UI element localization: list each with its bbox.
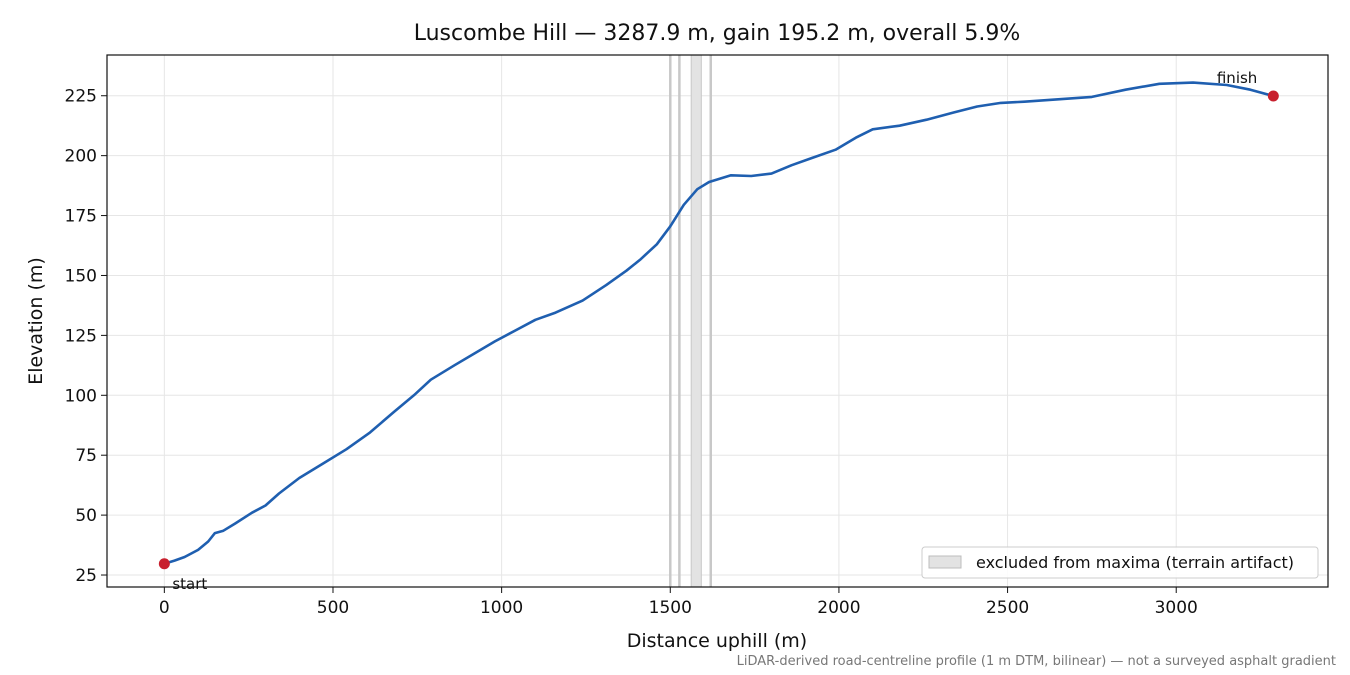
series-layer [163, 81, 1274, 566]
y-tick-label: 125 [65, 326, 97, 346]
excluded-band [690, 54, 702, 588]
x-tick-label: 1500 [649, 598, 692, 618]
axis-ticks: 0 500 1000 1500 2000 2500 3000 25 50 75 100 125 150 1… [65, 87, 1198, 618]
y-tick-label: 175 [65, 207, 97, 227]
x-tick-label: 2000 [817, 598, 860, 618]
x-tick-label: 0 [159, 598, 170, 618]
legend-swatch [928, 555, 962, 569]
grid [107, 55, 1328, 587]
x-tick-label: 1000 [480, 598, 523, 618]
y-tick-label: 50 [75, 506, 97, 526]
legend-label: excluded from maxima (terrain artifact) [976, 553, 1294, 572]
y-tick-label: 75 [75, 446, 97, 466]
elevation-line [163, 81, 1274, 566]
y-tick-label: 150 [65, 266, 97, 286]
y-tick-label: 25 [75, 566, 97, 586]
x-tick-label: 3000 [1155, 598, 1198, 618]
x-axis-label: Distance uphill (m) [627, 630, 807, 652]
x-tick-label: 500 [317, 598, 349, 618]
marker-layer: start finish [158, 69, 1279, 593]
start-marker [158, 558, 170, 570]
footnote: LiDAR-derived road-centreline profile (1… [737, 654, 1336, 669]
legend-box [921, 546, 1319, 579]
chart-title: Luscombe Hill — 3287.9 m, gain 195.2 m, … [414, 21, 1021, 46]
y-tick-label: 100 [65, 386, 97, 406]
finish-label: finish [1217, 69, 1257, 87]
start-label: start [172, 575, 207, 593]
y-axis-label: Elevation (m) [25, 257, 47, 385]
y-tick-label: 200 [65, 147, 97, 167]
plot-frame [106, 54, 1329, 588]
x-tick-label: 2500 [986, 598, 1029, 618]
finish-marker [1267, 90, 1279, 102]
legend: excluded from maxima (terrain artifact) [921, 546, 1319, 579]
y-tick-label: 225 [65, 87, 97, 107]
